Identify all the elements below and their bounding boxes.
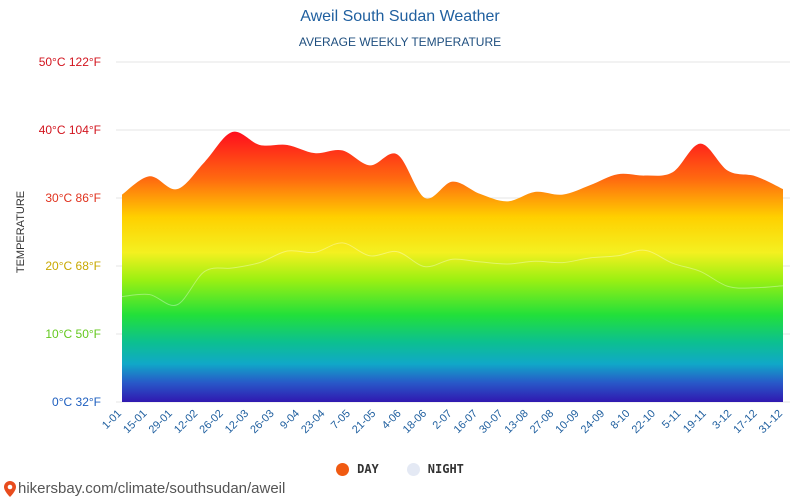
y-tick-label: 40°C 104°F — [39, 123, 101, 137]
x-tick-label: 22-10 — [630, 408, 658, 436]
x-tick-label: 23-04 — [299, 408, 327, 436]
x-tick-label: 24-09 — [579, 408, 607, 436]
day-dot-icon — [336, 462, 350, 476]
x-tick-label: 27-08 — [528, 408, 556, 436]
night-series-line — [121, 242, 784, 306]
x-tick-label: 31-12 — [757, 408, 785, 436]
legend-day-label: DAY — [357, 462, 379, 476]
x-tick-label: 10-09 — [553, 408, 581, 436]
chart-legend: DAY NIGHT — [0, 462, 800, 476]
x-tick-label: 12-03 — [223, 408, 251, 436]
y-tick-label: 30°C 86°F — [45, 191, 101, 205]
x-tick-label: 26-03 — [248, 408, 276, 436]
source-text: hikersbay.com/climate/southsudan/aweil — [18, 480, 286, 497]
location-pin-icon — [4, 480, 16, 497]
y-tick-label: 0°C 32°F — [52, 395, 101, 409]
y-tick-label: 10°C 50°F — [45, 327, 101, 341]
x-tick-label: 13-08 — [503, 408, 531, 436]
x-tick-label: 30-07 — [477, 408, 505, 436]
legend-item-day[interactable]: DAY — [336, 462, 379, 476]
day-series-area — [122, 131, 783, 402]
y-tick-label: 20°C 68°F — [45, 259, 101, 273]
chart-title: Aweil South Sudan Weather — [300, 8, 500, 25]
night-dot-icon — [406, 462, 420, 476]
x-tick-label: 18-06 — [401, 408, 429, 436]
x-tick-label: 26-02 — [197, 408, 225, 436]
x-tick-label: 29-01 — [147, 408, 175, 436]
x-tick-label: 16-07 — [452, 408, 480, 436]
x-tick-label: 15-01 — [121, 408, 149, 436]
chart-subtitle: AVERAGE WEEKLY TEMPERATURE — [298, 35, 502, 49]
x-tick-label: 5-11 — [660, 408, 683, 431]
x-tick-label: 19-11 — [681, 408, 709, 436]
y-tick-label: 50°C 122°F — [39, 55, 101, 69]
x-tick-label: 12-02 — [172, 408, 200, 436]
x-tick-label: 17-12 — [731, 408, 759, 436]
legend-item-night[interactable]: NIGHT — [406, 462, 464, 476]
x-tick-label: 21-05 — [350, 408, 378, 436]
legend-night-label: NIGHT — [427, 462, 464, 476]
source-link[interactable]: hikersbay.com/climate/southsudan/aweil — [4, 480, 285, 497]
y-axis-label: TEMPERATURE — [15, 191, 27, 273]
